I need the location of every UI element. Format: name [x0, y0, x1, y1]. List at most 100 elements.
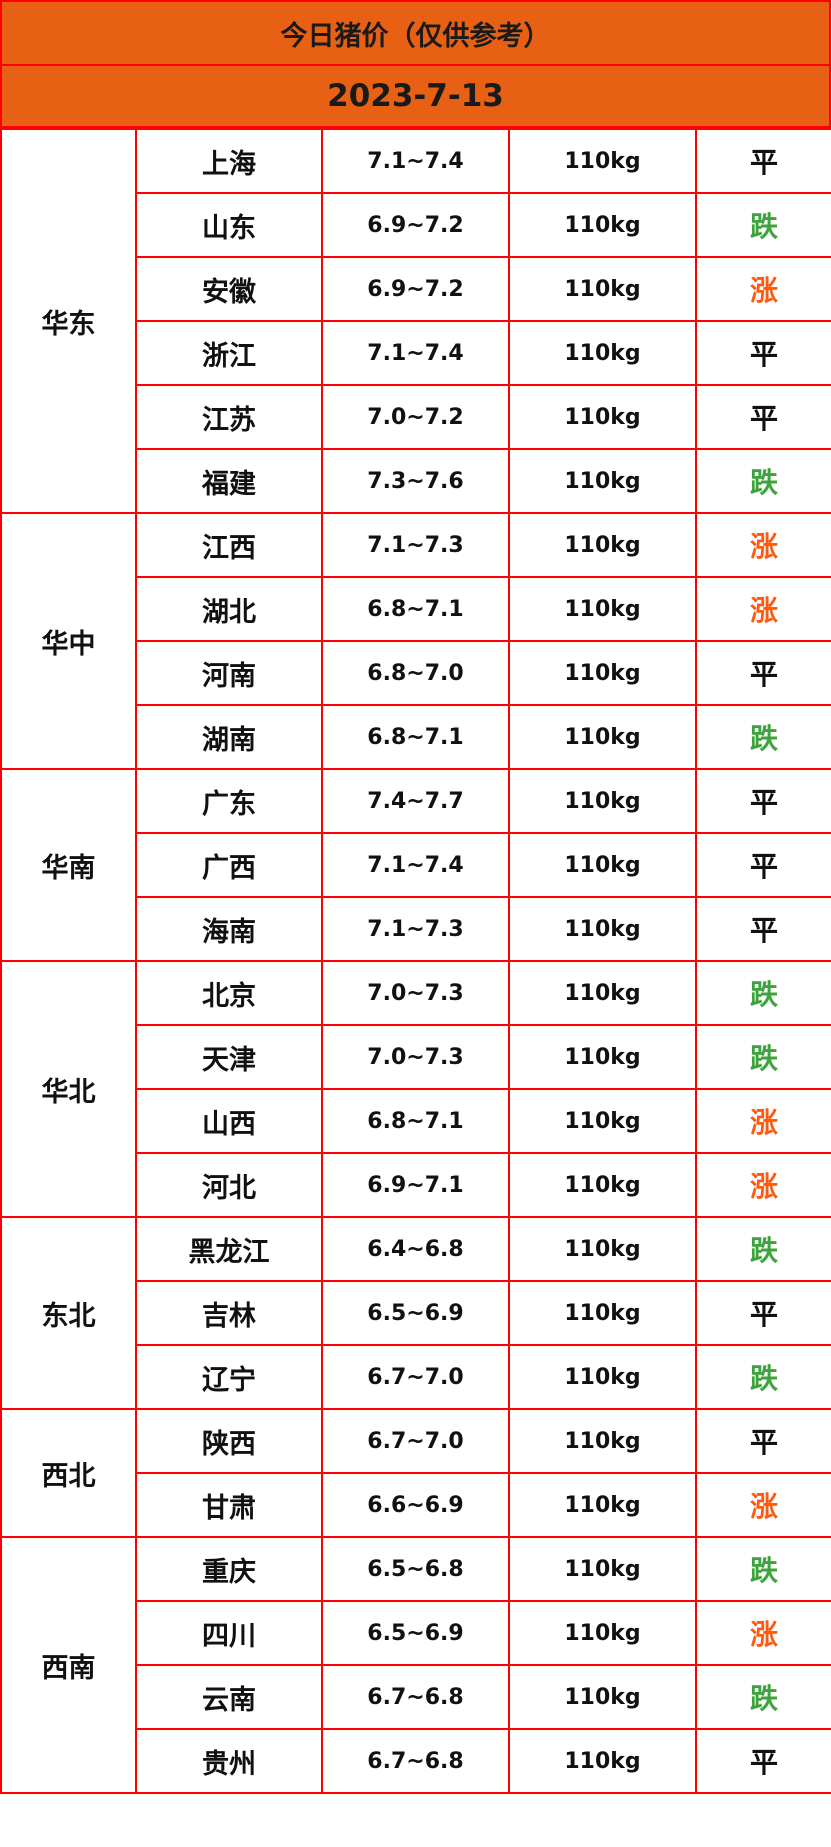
price-range-cell: 6.7~7.0	[321, 1344, 510, 1410]
province-cell: 河南	[135, 640, 323, 706]
province-cell: 重庆	[135, 1536, 323, 1602]
trend-cell: 平	[695, 640, 831, 706]
table-row: 天津 7.0~7.3 110kg 跌	[1, 1024, 831, 1090]
price-range-cell: 6.9~7.2	[321, 192, 510, 258]
province-cell: 湖北	[135, 576, 323, 642]
trend-cell: 涨	[695, 256, 831, 322]
province-cell: 浙江	[135, 320, 323, 386]
trend-cell: 跌	[695, 1216, 831, 1282]
price-range-cell: 6.7~6.8	[321, 1664, 510, 1730]
trend-cell: 涨	[695, 1088, 831, 1154]
weight-cell: 110kg	[508, 1536, 697, 1602]
province-cell: 江西	[135, 512, 323, 578]
trend-cell: 跌	[695, 1664, 831, 1730]
table-row: 河南 6.8~7.0 110kg 平	[1, 640, 831, 706]
price-range-cell: 7.0~7.3	[321, 1024, 510, 1090]
weight-cell: 110kg	[508, 768, 697, 834]
trend-cell: 平	[695, 1408, 831, 1474]
weight-cell: 110kg	[508, 1088, 697, 1154]
weight-cell: 110kg	[508, 832, 697, 898]
trend-cell: 跌	[695, 704, 831, 770]
weight-cell: 110kg	[508, 640, 697, 706]
region-cell: 西南	[0, 1536, 137, 1794]
table-row: 华北 北京 7.0~7.3 110kg 跌	[0, 960, 831, 1218]
table-row: 辽宁 6.7~7.0 110kg 跌	[1, 1344, 831, 1410]
price-range-cell: 6.8~7.0	[321, 640, 510, 706]
price-range-cell: 7.1~7.3	[321, 512, 510, 578]
province-cell: 山东	[135, 192, 323, 258]
trend-cell: 平	[695, 896, 831, 962]
table-row: 安徽 6.9~7.2 110kg 涨	[1, 256, 831, 322]
weight-cell: 110kg	[508, 512, 697, 578]
province-cell: 广东	[135, 768, 323, 834]
region-cell: 东北	[0, 1216, 137, 1410]
price-range-cell: 7.1~7.4	[321, 320, 510, 386]
province-cell: 江苏	[135, 384, 323, 450]
weight-cell: 110kg	[508, 704, 697, 770]
weight-cell: 110kg	[508, 1472, 697, 1538]
region-cell: 华中	[0, 512, 137, 770]
weight-cell: 110kg	[508, 1728, 697, 1794]
sheet-date: 2023-7-13	[0, 64, 831, 128]
price-range-cell: 7.3~7.6	[321, 448, 510, 514]
price-sheet: 今日猪价（仅供参考） 2023-7-13 华东 上海 7.1~7.4 110kg 平山东…	[0, 0, 831, 1794]
price-range-cell: 7.1~7.3	[321, 896, 510, 962]
price-range-cell: 6.8~7.1	[321, 576, 510, 642]
table-row: 西南 重庆 6.5~6.8 110kg 跌	[0, 1536, 831, 1794]
price-range-cell: 6.9~7.2	[321, 256, 510, 322]
trend-cell: 涨	[695, 1472, 831, 1538]
province-cell: 上海	[135, 128, 323, 194]
trend-cell: 跌	[695, 1344, 831, 1410]
trend-cell: 平	[695, 832, 831, 898]
region-cell: 华北	[0, 960, 137, 1218]
price-table: 华东 上海 7.1~7.4 110kg 平山东 6.9~7.2 110kg 跌安徽 6.9~7.…	[0, 128, 831, 1794]
table-row: 甘肃 6.6~6.9 110kg 涨	[1, 1472, 831, 1538]
table-row: 浙江 7.1~7.4 110kg 平	[1, 320, 831, 386]
trend-cell: 涨	[695, 1152, 831, 1218]
trend-cell: 平	[695, 320, 831, 386]
table-row: 江苏 7.0~7.2 110kg 平	[1, 384, 831, 450]
price-range-cell: 7.0~7.2	[321, 384, 510, 450]
province-cell: 安徽	[135, 256, 323, 322]
province-cell: 河北	[135, 1152, 323, 1218]
price-range-cell: 6.4~6.8	[321, 1216, 510, 1282]
sheet-title: 今日猪价（仅供参考）	[0, 0, 831, 64]
price-range-cell: 6.5~6.8	[321, 1536, 510, 1602]
weight-cell: 110kg	[508, 1024, 697, 1090]
weight-cell: 110kg	[508, 320, 697, 386]
province-cell: 辽宁	[135, 1344, 323, 1410]
region-cell: 华东	[0, 128, 137, 514]
weight-cell: 110kg	[508, 256, 697, 322]
trend-cell: 跌	[695, 1536, 831, 1602]
trend-cell: 跌	[695, 448, 831, 514]
region-cell: 西北	[0, 1408, 137, 1538]
table-row: 华中 江西 7.1~7.3 110kg 涨	[0, 512, 831, 770]
trend-cell: 跌	[695, 960, 831, 1026]
province-cell: 天津	[135, 1024, 323, 1090]
table-row: 东北 黑龙江 6.4~6.8 110kg 跌	[0, 1216, 831, 1410]
trend-cell: 平	[695, 1728, 831, 1794]
province-cell: 山西	[135, 1088, 323, 1154]
price-range-cell: 6.8~7.1	[321, 1088, 510, 1154]
weight-cell: 110kg	[508, 1152, 697, 1218]
table-row: 贵州 6.7~6.8 110kg 平	[1, 1728, 831, 1794]
table-row: 山西 6.8~7.1 110kg 涨	[1, 1088, 831, 1154]
table-row: 福建 7.3~7.6 110kg 跌	[1, 448, 831, 514]
province-cell: 四川	[135, 1600, 323, 1666]
trend-cell: 跌	[695, 192, 831, 258]
table-row: 海南 7.1~7.3 110kg 平	[1, 896, 831, 962]
weight-cell: 110kg	[508, 1408, 697, 1474]
province-cell: 甘肃	[135, 1472, 323, 1538]
weight-cell: 110kg	[508, 384, 697, 450]
price-range-cell: 6.6~6.9	[321, 1472, 510, 1538]
province-cell: 广西	[135, 832, 323, 898]
province-cell: 云南	[135, 1664, 323, 1730]
weight-cell: 110kg	[508, 1664, 697, 1730]
trend-cell: 涨	[695, 512, 831, 578]
province-cell: 福建	[135, 448, 323, 514]
province-cell: 北京	[135, 960, 323, 1026]
weight-cell: 110kg	[508, 128, 697, 194]
trend-cell: 涨	[695, 1600, 831, 1666]
price-range-cell: 7.1~7.4	[321, 128, 510, 194]
weight-cell: 110kg	[508, 448, 697, 514]
